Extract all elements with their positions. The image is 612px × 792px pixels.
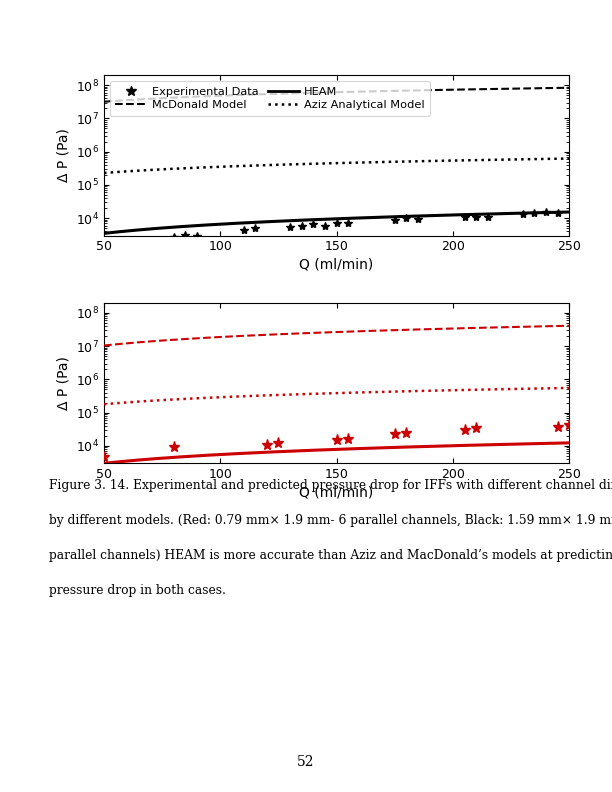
Text: by different models. (Red: 0.79 mm× 1.9 mm- 6 parallel channels, Black: 1.59 mm×: by different models. (Red: 0.79 mm× 1.9 … <box>49 514 612 527</box>
Text: parallel channels) HEAM is more accurate than Aziz and MacDonald’s models at pre: parallel channels) HEAM is more accurate… <box>49 549 612 562</box>
Text: 52: 52 <box>297 755 315 769</box>
X-axis label: Q (ml/min): Q (ml/min) <box>299 485 374 499</box>
Y-axis label: Δ P (Pa): Δ P (Pa) <box>56 128 70 182</box>
Legend: Experimental Data, McDonald Model, HEAM, Aziz Analytical Model: Experimental Data, McDonald Model, HEAM,… <box>110 81 430 116</box>
Text: Figure 3. 14. Experimental and predicted pressure drop for IFFs with different c: Figure 3. 14. Experimental and predicted… <box>49 479 612 492</box>
Text: pressure drop in both cases.: pressure drop in both cases. <box>49 584 226 596</box>
X-axis label: Q (ml/min): Q (ml/min) <box>299 257 374 272</box>
Y-axis label: Δ P (Pa): Δ P (Pa) <box>56 356 70 410</box>
